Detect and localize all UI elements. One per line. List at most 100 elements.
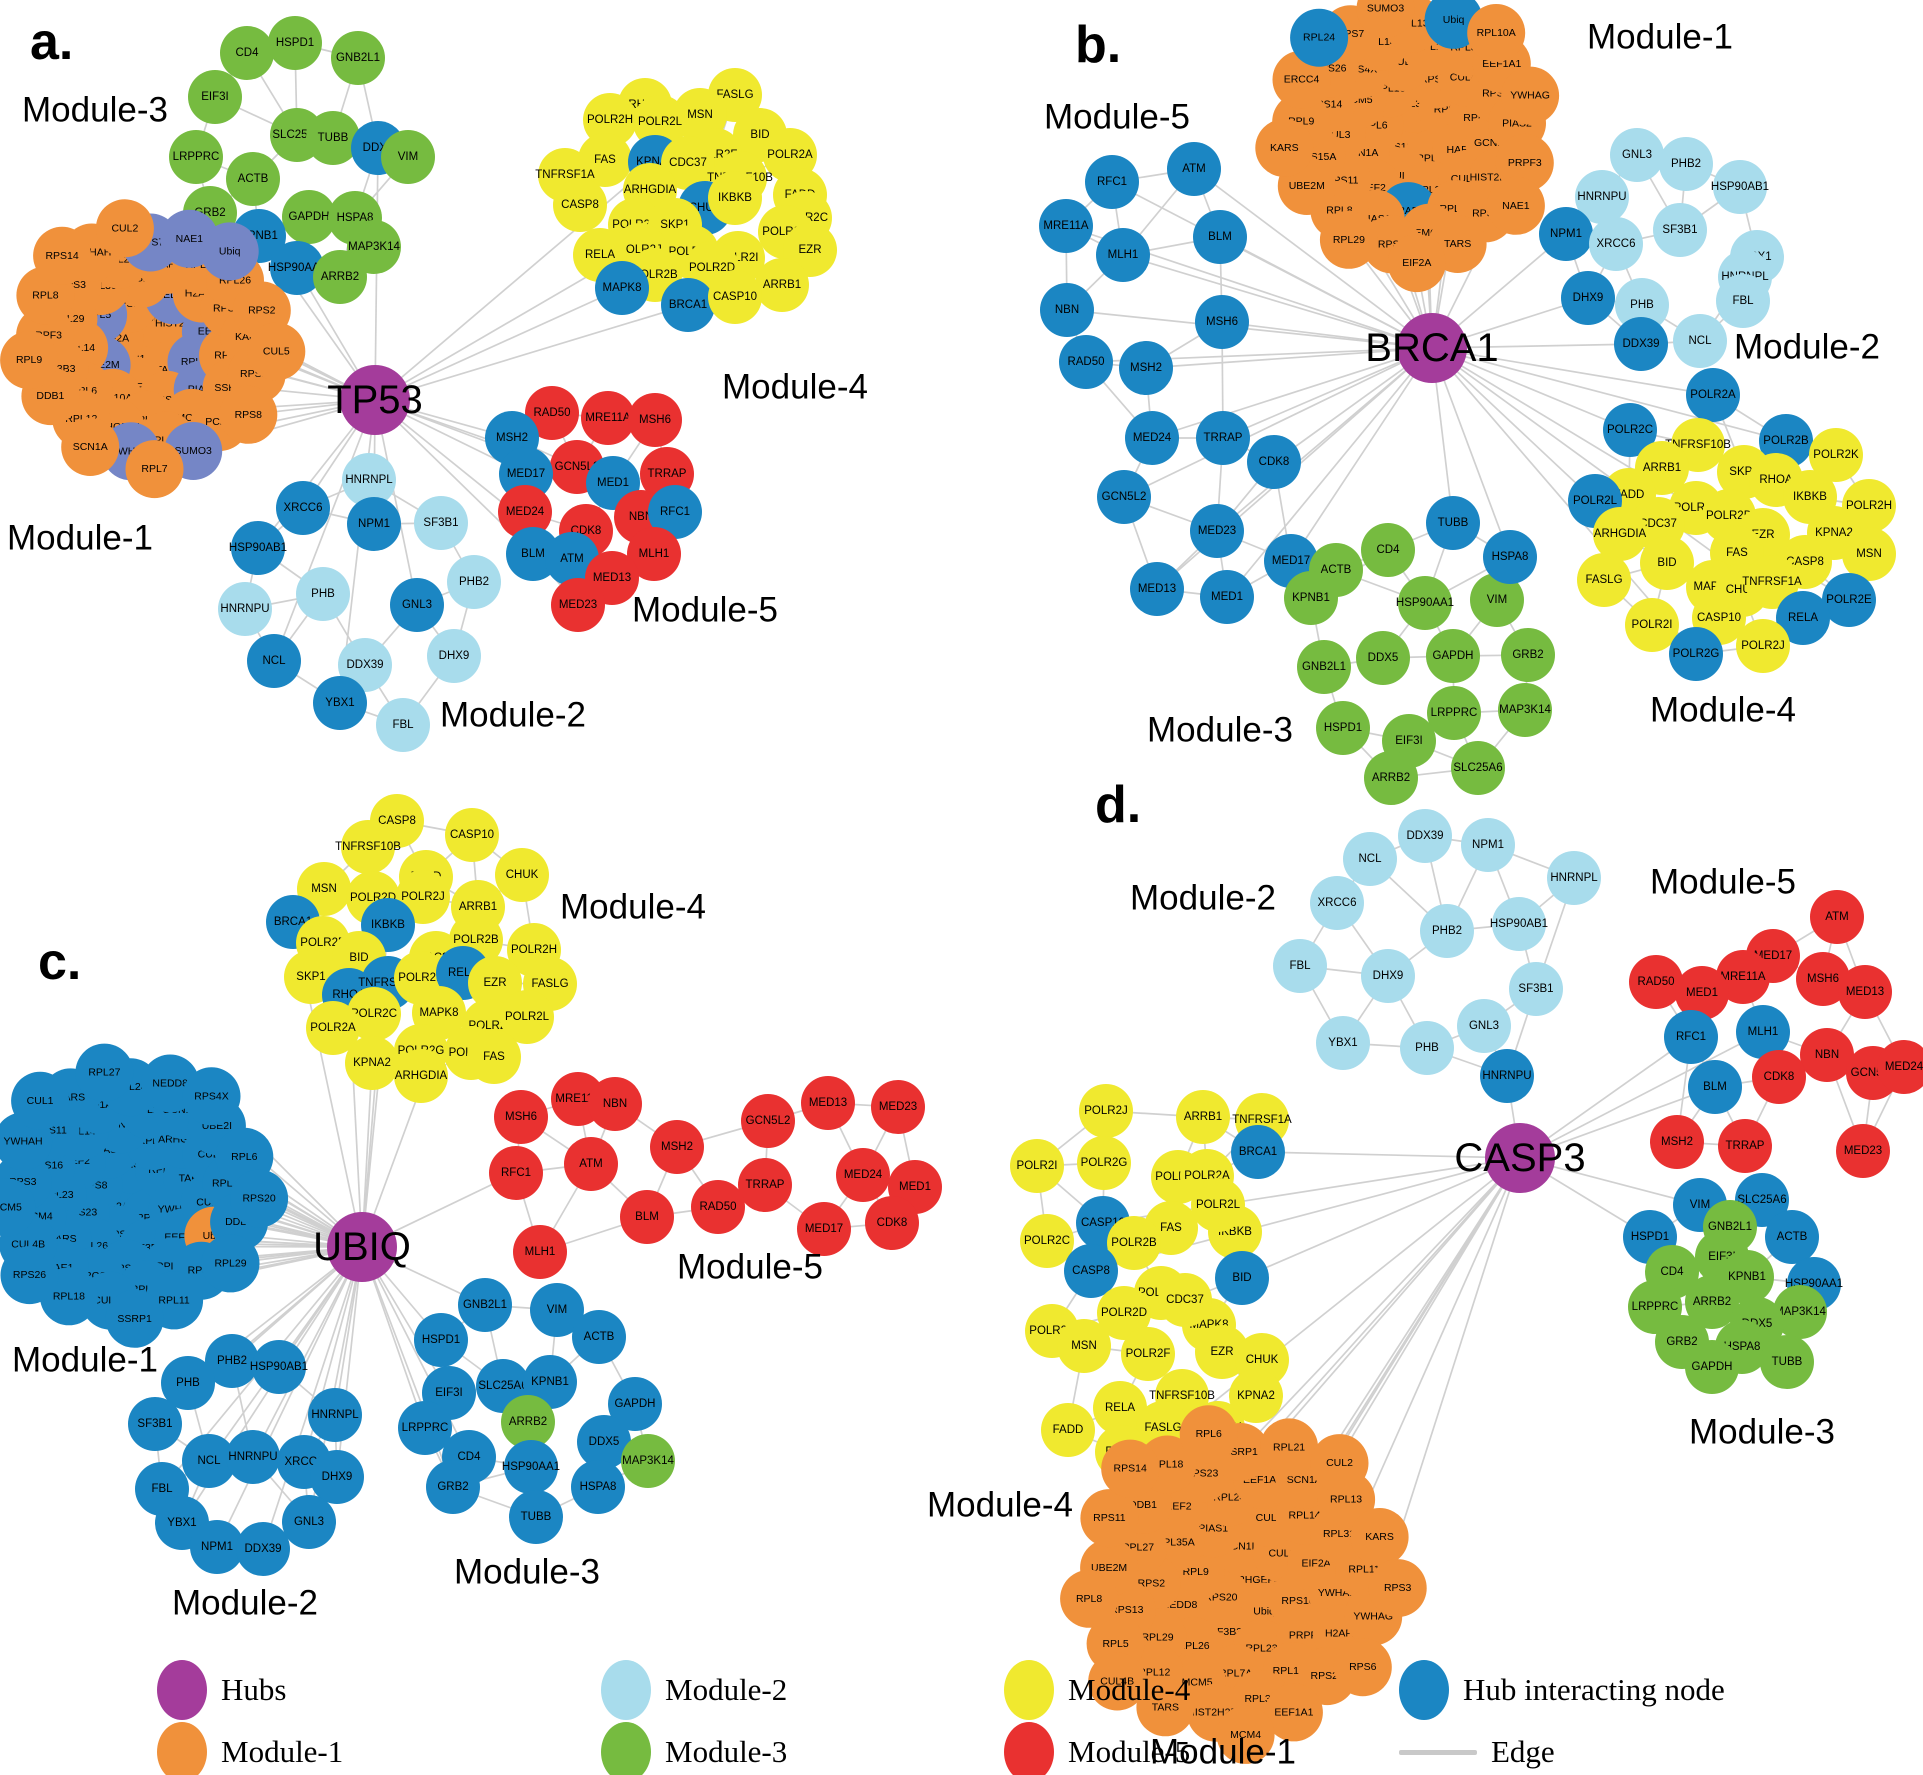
node-NBN[interactable]: [1800, 1028, 1854, 1082]
node-HNRNPU[interactable]: [218, 582, 272, 636]
node-NCL[interactable]: [1673, 314, 1727, 368]
node-YBX1[interactable]: [1316, 1016, 1370, 1070]
node-MED24[interactable]: [1125, 411, 1179, 465]
node-CUL5[interactable]: [247, 322, 306, 381]
node-CUL2[interactable]: [1310, 1434, 1369, 1493]
node-HNRNPU[interactable]: [1575, 170, 1629, 224]
node-RPL7[interactable]: [125, 440, 184, 499]
node-DDX5[interactable]: [577, 1415, 631, 1469]
node-EIF2A[interactable]: [1387, 234, 1446, 293]
node-PHB[interactable]: [1615, 278, 1669, 332]
node-POLR2K[interactable]: [1809, 428, 1863, 482]
node-KPNB1[interactable]: [523, 1355, 577, 1409]
node-NBN[interactable]: [1040, 283, 1094, 337]
node-SSRP1[interactable]: [105, 1289, 164, 1348]
node-XRCC6[interactable]: [1310, 876, 1364, 930]
node-PHB[interactable]: [161, 1356, 215, 1410]
node-CASP10[interactable]: [445, 808, 499, 862]
node-POLR2A[interactable]: [1686, 368, 1740, 422]
node-HSP90AB1[interactable]: [1492, 897, 1546, 951]
node-KPNB1[interactable]: [1284, 571, 1338, 625]
node-ACTB[interactable]: [226, 152, 280, 206]
node-BRCA1[interactable]: [661, 278, 715, 332]
node-ARRB2[interactable]: [1685, 1275, 1739, 1329]
node-BLM[interactable]: [620, 1190, 674, 1244]
node-ARRB2[interactable]: [313, 250, 367, 304]
node-DDX39[interactable]: [1614, 317, 1668, 371]
node-MED23[interactable]: [871, 1080, 925, 1134]
node-PHB2[interactable]: [1659, 137, 1713, 191]
node-CASP8[interactable]: [553, 178, 607, 232]
node-TUBB[interactable]: [306, 111, 360, 165]
node-ACTB[interactable]: [572, 1310, 626, 1364]
node-POLR2D[interactable]: [1097, 1286, 1151, 1340]
node-ATM[interactable]: [1810, 890, 1864, 944]
node-HNRNPL[interactable]: [308, 1388, 362, 1442]
node-FBL[interactable]: [1273, 939, 1327, 993]
node-POLR2L[interactable]: [1191, 1178, 1245, 1232]
node-CUL1[interactable]: [11, 1071, 70, 1130]
node-LRPPRC[interactable]: [1427, 686, 1481, 740]
node-MRE11A[interactable]: [1716, 950, 1770, 1004]
node-BRCA1[interactable]: [1231, 1125, 1285, 1179]
node-CHUK[interactable]: [495, 848, 549, 902]
node-POLR2A[interactable]: [306, 1001, 360, 1055]
node-DDX39[interactable]: [338, 638, 392, 692]
node-HSP90AB1[interactable]: [231, 521, 285, 575]
node-RPS14[interactable]: [1101, 1439, 1160, 1498]
node-KPNA2[interactable]: [1229, 1369, 1283, 1423]
node-XRCC6[interactable]: [1589, 217, 1643, 271]
node-GAPDH[interactable]: [1685, 1340, 1739, 1394]
node-CASP8[interactable]: [1064, 1244, 1118, 1298]
node-MSH6[interactable]: [1195, 295, 1249, 349]
node-RPL21[interactable]: [1260, 1418, 1319, 1477]
node-EIF3I[interactable]: [188, 70, 242, 124]
node-CDC37[interactable]: [661, 136, 715, 190]
node-SCN1A[interactable]: [61, 418, 120, 476]
node-BID[interactable]: [1215, 1251, 1269, 1305]
node-ARHGDIA[interactable]: [394, 1049, 448, 1103]
node-Ubiq[interactable]: [200, 222, 259, 281]
node-DDX5[interactable]: [1356, 631, 1410, 685]
node-GNL3[interactable]: [1457, 999, 1511, 1053]
node-MED24[interactable]: [836, 1148, 890, 1202]
node-POLR2L[interactable]: [633, 95, 687, 149]
node-LRPPRC[interactable]: [398, 1401, 452, 1455]
node-CASP10[interactable]: [708, 270, 762, 324]
node-YBX1[interactable]: [313, 676, 367, 730]
node-ARRB2[interactable]: [501, 1395, 555, 1449]
node-VIM[interactable]: [530, 1283, 584, 1337]
node-NCL[interactable]: [1343, 832, 1397, 886]
node-LRPPRC[interactable]: [169, 130, 223, 184]
node-HSPD1[interactable]: [414, 1313, 468, 1367]
node-MED1[interactable]: [1675, 966, 1729, 1020]
node-RPS11[interactable]: [1080, 1489, 1139, 1548]
node-POLR2B[interactable]: [1107, 1216, 1161, 1270]
node-TUBB[interactable]: [1760, 1335, 1814, 1389]
node-POLR2E[interactable]: [1822, 573, 1876, 627]
node-ARHGDIA[interactable]: [1593, 507, 1647, 561]
node-DHX9[interactable]: [1561, 271, 1615, 325]
node-MED23[interactable]: [1190, 504, 1244, 558]
node-POLR2C[interactable]: [1603, 403, 1657, 457]
node-POLR2I[interactable]: [1010, 1139, 1064, 1193]
node-BLM[interactable]: [1193, 210, 1247, 264]
node-PHB2[interactable]: [447, 555, 501, 609]
node-GNB2L1[interactable]: [331, 31, 385, 85]
node-MCM4[interactable]: [1216, 1705, 1275, 1764]
node-RPL9[interactable]: [0, 331, 59, 390]
node-TUBB[interactable]: [509, 1490, 563, 1544]
node-MRE11A[interactable]: [1039, 199, 1093, 253]
node-POLR2H[interactable]: [583, 93, 637, 147]
node-BID[interactable]: [1640, 536, 1694, 590]
node-HSPA8[interactable]: [571, 1460, 625, 1514]
node-CD4[interactable]: [1361, 523, 1415, 577]
node-NCL[interactable]: [182, 1434, 236, 1488]
node-SLC25A6[interactable]: [1451, 741, 1505, 795]
node-RPS14[interactable]: [33, 226, 92, 285]
node-DHX9[interactable]: [310, 1450, 364, 1504]
node-MCM5[interactable]: [0, 1178, 36, 1237]
hub-TP53[interactable]: [340, 365, 410, 435]
node-HSP90AA1[interactable]: [270, 241, 324, 295]
node-POLR2C[interactable]: [1020, 1214, 1074, 1268]
